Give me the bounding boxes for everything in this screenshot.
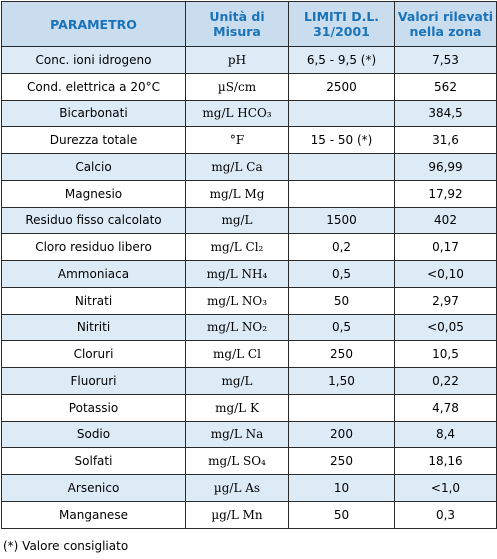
param-name-cell: Ammoniaca [1, 260, 186, 288]
table-row: Solfati mg/L SO₄ 250 18,16 [1, 447, 497, 475]
value-cell: 0,17 [394, 233, 497, 261]
param-name-cell: Manganese [1, 500, 186, 529]
limit-cell: 1,50 [288, 367, 395, 395]
limit-cell: 2500 [288, 72, 395, 101]
header-valori: Valori rilevati nella zona [394, 1, 497, 47]
param-name-cell: Magnesio [1, 179, 186, 208]
table-row: Cloruri mg/L Cl 250 10,5 [1, 340, 497, 368]
table-row: Magnesio mg/L Mg 17,92 [1, 179, 497, 208]
value-cell: <0,10 [394, 260, 497, 288]
param-name-cell: Potassio [1, 393, 186, 422]
value-cell: 0,3 [394, 500, 497, 529]
limit-cell [288, 99, 395, 128]
limit-cell: 250 [288, 340, 395, 368]
value-cell: 4,78 [394, 393, 497, 422]
unit-cell: µg/L Mn [185, 500, 289, 529]
value-cell: 562 [394, 72, 497, 101]
table-row: Durezza totale °F 15 - 50 (*) 31,6 [1, 126, 497, 154]
table-row: Cloro residuo libero mg/L Cl₂ 0,2 0,17 [1, 233, 497, 261]
unit-cell: mg/L Mg [185, 179, 289, 208]
unit-cell: mg/L NO₂ [185, 313, 289, 342]
unit-cell: mg/L NO₃ [185, 286, 289, 315]
table-row: Calcio mg/L Ca 96,99 [1, 153, 497, 181]
value-cell: 0,22 [394, 367, 497, 395]
value-cell: 96,99 [394, 153, 497, 181]
header-limiti: LIMITI D.L. 31/2001 [288, 1, 395, 47]
param-name-cell: Cond. elettrica a 20°C [1, 72, 186, 101]
param-name-cell: Nitriti [1, 313, 186, 342]
limit-cell: 200 [288, 420, 395, 449]
header-row: PARAMETRO Unità di Misura LIMITI D.L. 31… [1, 1, 497, 47]
water-analysis-table: PARAMETRO Unità di Misura LIMITI D.L. 31… [1, 1, 497, 529]
limit-cell [288, 393, 395, 422]
table-row: Arsenico µg/L As 10 <1,0 [1, 474, 497, 502]
unit-cell: °F [185, 126, 289, 154]
value-cell: 384,5 [394, 99, 497, 128]
table-row: Sodio mg/L Na 200 8,4 [1, 420, 497, 449]
value-cell: 18,16 [394, 447, 497, 475]
limit-cell: 0,2 [288, 233, 395, 261]
table-row: Potassio mg/L K 4,78 [1, 393, 497, 422]
limit-cell: 10 [288, 474, 395, 502]
unit-cell: µg/L As [185, 474, 289, 502]
limit-cell [288, 179, 395, 208]
unit-cell: mg/L [185, 206, 289, 235]
unit-cell: mg/L SO₄ [185, 447, 289, 475]
unit-cell: mg/L Cl [185, 340, 289, 368]
param-name-cell: Nitrati [1, 286, 186, 315]
limit-cell: 0,5 [288, 313, 395, 342]
unit-cell: pH [185, 46, 289, 74]
unit-cell: mg/L NH₄ [185, 260, 289, 288]
value-cell: 7,53 [394, 46, 497, 74]
unit-cell: mg/L [185, 367, 289, 395]
table-row: Residuo fisso calcolato mg/L 1500 402 [1, 206, 497, 235]
value-cell: 8,4 [394, 420, 497, 449]
limit-cell: 15 - 50 (*) [288, 126, 395, 154]
unit-cell: mg/L Cl₂ [185, 233, 289, 261]
limit-cell [288, 153, 395, 181]
table-row: Conc. ioni idrogeno pH 6,5 - 9,5 (*) 7,53 [1, 46, 497, 74]
value-cell: 402 [394, 206, 497, 235]
limit-cell: 6,5 - 9,5 (*) [288, 46, 395, 74]
param-name-cell: Cloro residuo libero [1, 233, 186, 261]
unit-cell: mg/L Na [185, 420, 289, 449]
table-row: Manganese µg/L Mn 50 0,3 [1, 500, 497, 529]
table-row: Fluoruri mg/L 1,50 0,22 [1, 367, 497, 395]
limit-cell: 50 [288, 500, 395, 529]
value-cell: 17,92 [394, 179, 497, 208]
unit-cell: µS/cm [185, 72, 289, 101]
unit-cell: mg/L HCO₃ [185, 99, 289, 128]
table-row: Nitrati mg/L NO₃ 50 2,97 [1, 286, 497, 315]
header-parametro: PARAMETRO [1, 1, 186, 47]
limit-cell: 1500 [288, 206, 395, 235]
limit-cell: 0,5 [288, 260, 395, 288]
table-row: Cond. elettrica a 20°C µS/cm 2500 562 [1, 72, 497, 101]
param-name-cell: Conc. ioni idrogeno [1, 46, 186, 74]
param-name-cell: Calcio [1, 153, 186, 181]
header-unita: Unità di Misura [185, 1, 289, 47]
table-body: Conc. ioni idrogeno pH 6,5 - 9,5 (*) 7,53 Co… [1, 46, 497, 529]
unit-cell: mg/L K [185, 393, 289, 422]
value-cell: <1,0 [394, 474, 497, 502]
footnote: (*) Valore consigliato [3, 539, 129, 553]
table-row: Bicarbonati mg/L HCO₃ 384,5 [1, 99, 497, 128]
value-cell: 10,5 [394, 340, 497, 368]
limit-cell: 50 [288, 286, 395, 315]
param-name-cell: Bicarbonati [1, 99, 186, 128]
param-name-cell: Durezza totale [1, 126, 186, 154]
unit-cell: mg/L Ca [185, 153, 289, 181]
param-name-cell: Arsenico [1, 474, 186, 502]
limit-cell: 250 [288, 447, 395, 475]
table-row: Ammoniaca mg/L NH₄ 0,5 <0,10 [1, 260, 497, 288]
param-name-cell: Sodio [1, 420, 186, 449]
value-cell: 2,97 [394, 286, 497, 315]
table-row: Nitriti mg/L NO₂ 0,5 <0,05 [1, 313, 497, 342]
value-cell: 31,6 [394, 126, 497, 154]
param-name-cell: Residuo fisso calcolato [1, 206, 186, 235]
value-cell: <0,05 [394, 313, 497, 342]
param-name-cell: Solfati [1, 447, 186, 475]
param-name-cell: Cloruri [1, 340, 186, 368]
param-name-cell: Fluoruri [1, 367, 186, 395]
